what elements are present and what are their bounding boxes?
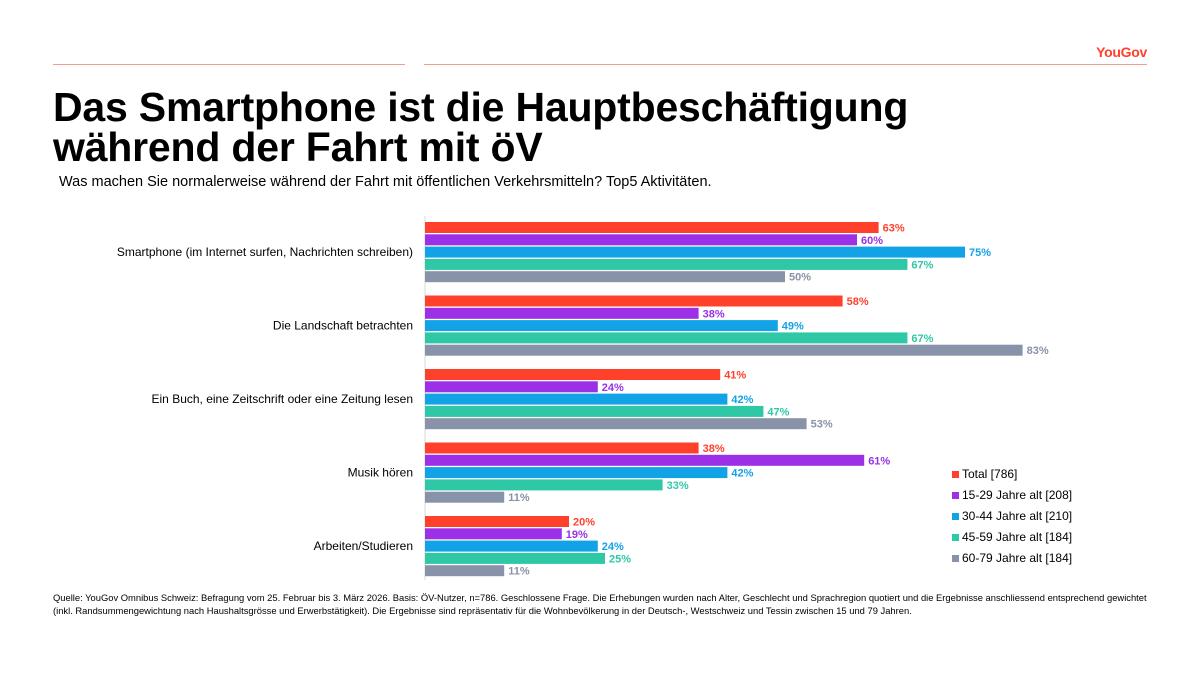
bar bbox=[425, 418, 807, 430]
data-label: 41% bbox=[724, 370, 746, 382]
data-label: 19% bbox=[566, 529, 588, 541]
bar bbox=[425, 479, 663, 491]
data-label: 11% bbox=[508, 566, 530, 578]
bar bbox=[425, 491, 505, 503]
bar bbox=[425, 369, 721, 380]
data-label: 53% bbox=[811, 419, 833, 431]
header-rule-left bbox=[53, 64, 405, 65]
bar bbox=[425, 381, 598, 393]
legend-swatch bbox=[952, 555, 959, 562]
legend-swatch bbox=[952, 471, 959, 478]
bar bbox=[425, 467, 728, 479]
bar bbox=[425, 295, 843, 307]
legend-label: 45-59 Jahre alt [184] bbox=[962, 530, 1072, 544]
bar bbox=[425, 222, 879, 233]
data-label: 67% bbox=[911, 333, 933, 345]
data-label: 38% bbox=[703, 308, 725, 320]
legend-label: 30-44 Jahre alt [210] bbox=[962, 509, 1072, 523]
category-label: Die Landschaft betrachten bbox=[273, 319, 413, 333]
chart-subtitle: Was machen Sie normalerweise während der… bbox=[59, 174, 712, 190]
category-label: Smartphone (im Internet surfen, Nachrich… bbox=[117, 245, 413, 259]
bar bbox=[425, 516, 569, 527]
source-footnote: Quelle: YouGov Omnibus Schweiz: Befragun… bbox=[53, 592, 1147, 616]
bar bbox=[425, 344, 1023, 356]
data-label: 24% bbox=[602, 382, 624, 394]
category-label: Musik hören bbox=[348, 466, 413, 480]
bar bbox=[425, 552, 605, 564]
legend-swatch bbox=[952, 513, 959, 520]
bar-chart: Smartphone (im Internet surfen, Nachrich… bbox=[117, 216, 1072, 580]
data-label: 33% bbox=[667, 480, 689, 492]
data-label: 75% bbox=[969, 247, 991, 259]
data-label: 25% bbox=[609, 553, 631, 565]
bar bbox=[425, 528, 562, 540]
data-label: 49% bbox=[782, 321, 804, 333]
page-title: Das Smartphone ist die Hauptbeschäftigun… bbox=[53, 84, 1143, 170]
bar bbox=[425, 442, 699, 454]
bar bbox=[425, 246, 965, 258]
legend-label: Total [786] bbox=[962, 467, 1017, 481]
bar bbox=[425, 258, 908, 270]
bar bbox=[425, 454, 865, 466]
data-label: 24% bbox=[602, 541, 624, 553]
legend-swatch bbox=[952, 534, 959, 541]
bar bbox=[425, 307, 699, 319]
legend-swatch bbox=[952, 492, 959, 499]
data-label: 60% bbox=[861, 235, 883, 247]
category-label: Arbeiten/Studieren bbox=[314, 539, 413, 553]
title-line-1: Das Smartphone ist die Hauptbeschäftigun… bbox=[53, 84, 909, 130]
bar bbox=[425, 565, 505, 577]
bar bbox=[425, 320, 778, 332]
data-label: 42% bbox=[731, 394, 753, 406]
data-label: 11% bbox=[508, 492, 530, 504]
title-line-2: während der Fahrt mit öV bbox=[53, 124, 543, 170]
category-label: Ein Buch, eine Zeitschrift oder eine Zei… bbox=[152, 392, 413, 406]
yougov-logo: YouGov bbox=[1096, 44, 1147, 60]
bar bbox=[425, 332, 908, 344]
data-label: 42% bbox=[731, 468, 753, 480]
data-label: 50% bbox=[789, 272, 811, 284]
header-rule-right bbox=[424, 64, 1147, 65]
data-label: 63% bbox=[883, 223, 905, 235]
bar bbox=[425, 540, 598, 552]
data-label: 20% bbox=[573, 517, 595, 529]
data-label: 38% bbox=[703, 443, 725, 455]
bar bbox=[425, 405, 764, 417]
bar bbox=[425, 234, 857, 246]
data-label: 58% bbox=[847, 296, 869, 308]
data-label: 67% bbox=[911, 259, 933, 271]
bar bbox=[425, 271, 785, 283]
bar bbox=[425, 393, 728, 405]
legend-label: 60-79 Jahre alt [184] bbox=[962, 551, 1072, 565]
data-label: 83% bbox=[1027, 345, 1049, 357]
legend-label: 15-29 Jahre alt [208] bbox=[962, 488, 1072, 502]
data-label: 61% bbox=[868, 455, 890, 467]
data-label: 47% bbox=[767, 406, 789, 418]
